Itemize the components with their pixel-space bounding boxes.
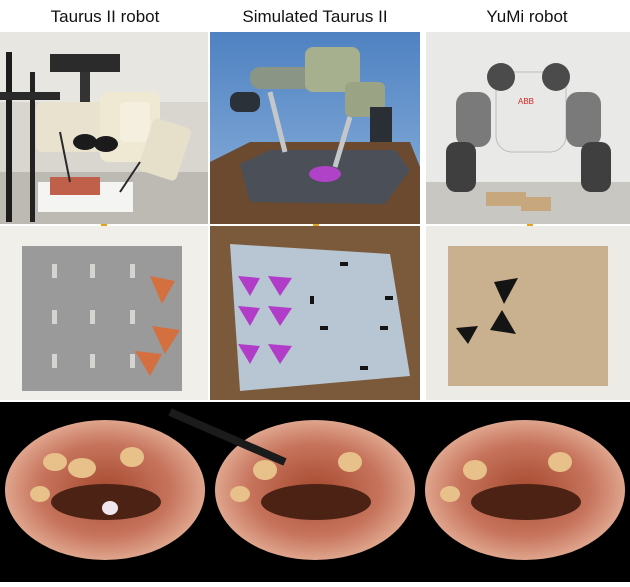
simulated-pegboard-render [210, 226, 420, 400]
yumi-robot-photo: ABB [426, 32, 630, 224]
simulated-taurus-render [210, 32, 420, 224]
yumi-pegboard-photo [426, 226, 630, 400]
taurus-robot-photo [0, 32, 208, 224]
tissue-images-band [0, 402, 630, 582]
surgical-instrument [168, 408, 287, 466]
column-title-taurus: Taurus II robot [50, 7, 160, 26]
column-title-simulated: Simulated Taurus II [242, 7, 388, 26]
column-title-yumi: YuMi robot [486, 7, 568, 26]
abb-logo-text: ABB [518, 97, 534, 106]
taurus-pegboard-photo [0, 226, 208, 400]
